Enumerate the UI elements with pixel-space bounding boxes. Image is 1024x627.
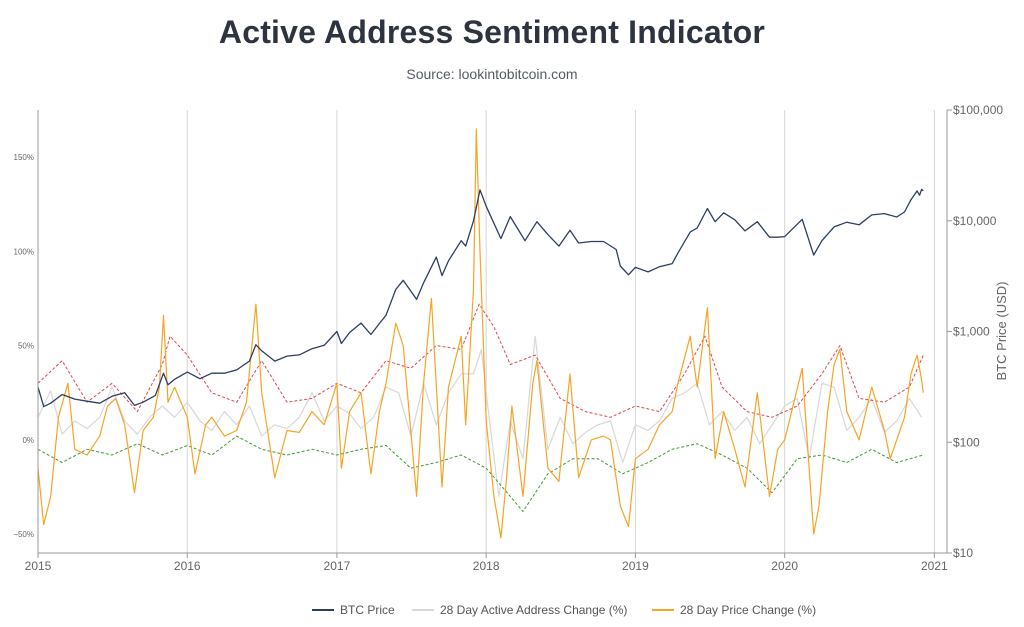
- legend-item-btc-price[interactable]: BTC Price: [312, 603, 395, 617]
- y-left-tick-label: 150%: [14, 153, 34, 162]
- legend-item-price-change[interactable]: 28 Day Price Change (%): [652, 603, 816, 617]
- chart-legend: BTC Price 28 Day Active Address Change (…: [0, 603, 1024, 621]
- series-price-change: [37, 128, 924, 539]
- y-left-tick-label: 50%: [18, 342, 34, 351]
- series-layer: [37, 128, 924, 539]
- x-tick-label-2019: 2019: [622, 559, 649, 573]
- x-tick-label-2021: 2021: [921, 559, 948, 573]
- x-tick-label-2018: 2018: [473, 559, 500, 573]
- y-right-tick-label: $10,000: [953, 214, 997, 228]
- y-right-tick-label: $1,000: [953, 325, 990, 339]
- series-active-address-change: [37, 335, 923, 497]
- legend-label-btc: BTC Price: [340, 603, 395, 617]
- y-left-tick-label: 100%: [14, 247, 34, 256]
- y-right-tick-label: $100: [953, 435, 980, 449]
- y-left-tick-label: −50%: [13, 530, 34, 539]
- series-upper-band: [37, 303, 924, 418]
- y-left-tick-label: 0%: [22, 436, 34, 445]
- series-lower-band: [37, 435, 924, 512]
- y-right-tick-label: $100,000: [953, 103, 1003, 117]
- right-axis-title: BTC Price (USD): [994, 282, 1009, 381]
- legend-swatch-price-change: [652, 609, 674, 611]
- legend-swatch-address: [412, 609, 434, 611]
- legend-label-price-change: 28 Day Price Change (%): [680, 603, 817, 617]
- legend-item-address-change[interactable]: 28 Day Active Address Change (%): [412, 603, 627, 617]
- series-btc-price: [37, 188, 924, 408]
- gridlines: [186, 110, 935, 553]
- x-tick-label-2015: 2015: [25, 559, 52, 573]
- axes: 2015 2016 2017 2018 2019 2020 2021 −50% 0% 50% 100…: [13, 103, 1003, 573]
- chart-area: 2015 2016 2017 2018 2019 2020 2021 −50% 0% 50% 100…: [13, 103, 1009, 573]
- y-right-tick-label: $10: [953, 546, 973, 560]
- legend-swatch-btc: [312, 609, 334, 611]
- chart-title: Active Address Sentiment Indicator: [218, 14, 766, 50]
- x-tick-label-2020: 2020: [771, 559, 798, 573]
- x-tick-label-2016: 2016: [174, 559, 201, 573]
- x-tick-label-2017: 2017: [324, 559, 351, 573]
- legend-label-address: 28 Day Active Address Change (%): [440, 603, 628, 617]
- chart-subtitle: Source: lookintobitcoin.com: [406, 66, 578, 82]
